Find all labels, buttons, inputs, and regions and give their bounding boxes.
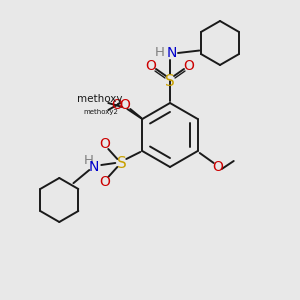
Text: O: O bbox=[111, 98, 122, 112]
Text: O: O bbox=[146, 59, 156, 73]
Text: O: O bbox=[119, 98, 130, 112]
Text: methoxy: methoxy bbox=[76, 94, 122, 104]
Text: O: O bbox=[99, 175, 110, 189]
Text: H: H bbox=[155, 46, 165, 59]
Text: S: S bbox=[117, 155, 127, 170]
Text: O: O bbox=[99, 137, 110, 151]
Text: O: O bbox=[184, 59, 194, 73]
Text: O: O bbox=[212, 160, 223, 174]
Text: N: N bbox=[89, 160, 100, 174]
Text: S: S bbox=[165, 74, 175, 88]
Text: methoxy2: methoxy2 bbox=[84, 109, 119, 115]
Text: N: N bbox=[167, 46, 177, 60]
Text: H: H bbox=[83, 154, 93, 166]
